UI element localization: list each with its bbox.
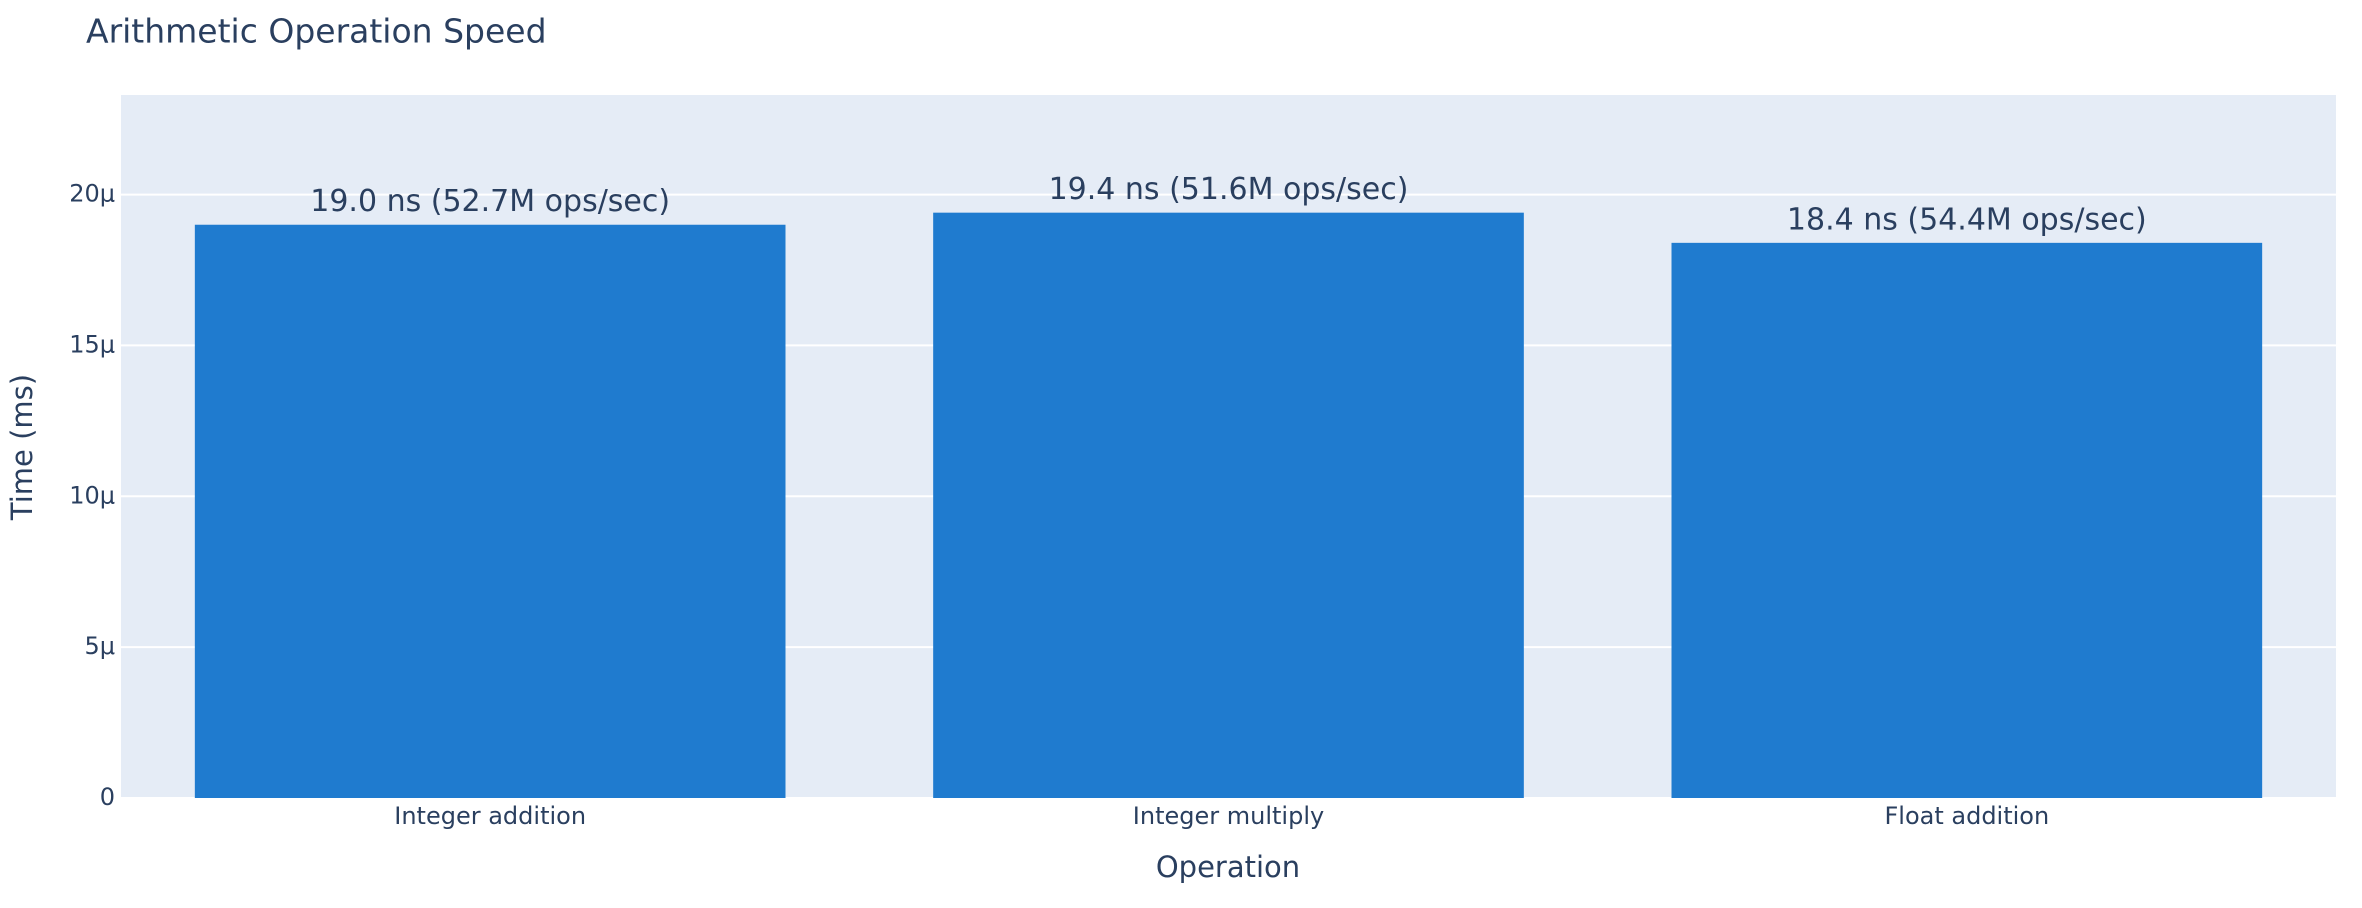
y-tick-label: 20μ [69, 180, 115, 208]
chart-title: Arithmetic Operation Speed [86, 12, 547, 51]
x-tick-label: Integer addition [394, 802, 586, 830]
data-label: 19.0 ns (52.7M ops/sec) [310, 184, 670, 219]
data-label: 18.4 ns (54.4M ops/sec) [1787, 202, 2147, 237]
y-tick-label: 0 [100, 783, 115, 811]
y-tick-label: 5μ [84, 632, 115, 660]
y-axis-title: Time (ms) [5, 374, 39, 521]
y-tick-label: 10μ [69, 481, 115, 509]
y-tick-label: 15μ [69, 330, 115, 358]
x-tick-label: Integer multiply [1133, 802, 1324, 830]
bar [933, 212, 1524, 798]
data-label: 19.4 ns (51.6M ops/sec) [1049, 172, 1409, 207]
bar [194, 224, 786, 798]
bar [1671, 242, 2263, 799]
x-tick-label: Float addition [1884, 802, 2049, 830]
x-axis-title: Operation [1156, 850, 1300, 884]
